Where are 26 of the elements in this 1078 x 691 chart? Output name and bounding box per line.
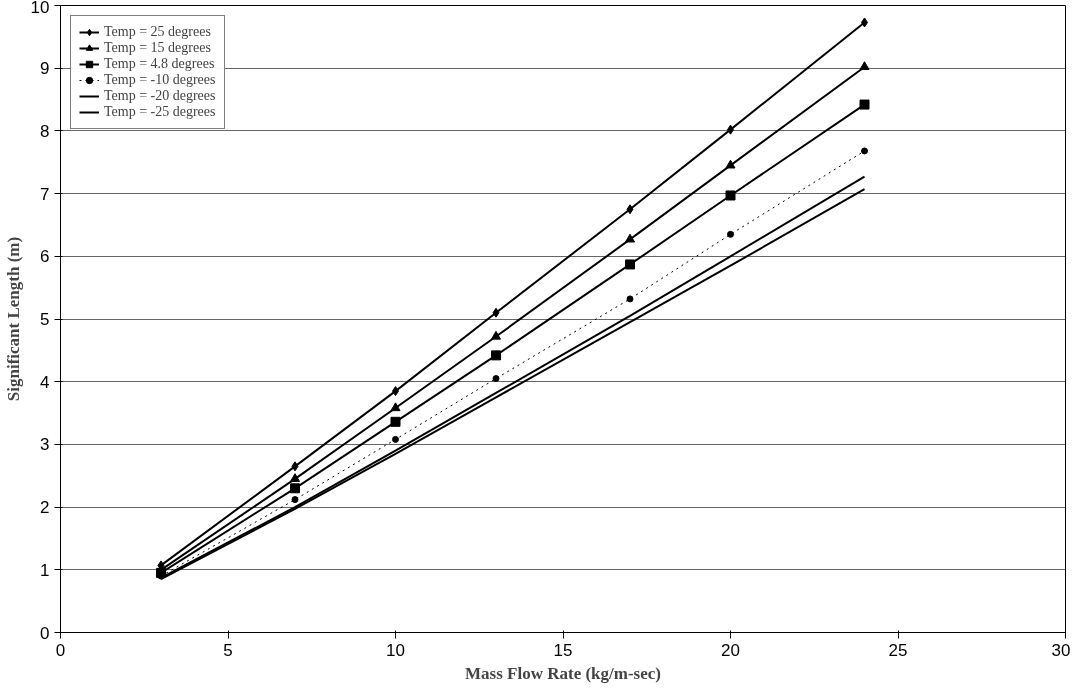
x-axis-title: Mass Flow Rate (kg/m-sec) (465, 663, 661, 683)
legend-label: Temp = -10 degrees (104, 72, 216, 88)
legend-label: Temp = 25 degrees (104, 24, 211, 40)
y-tick-label: 8 (40, 121, 50, 141)
y-tick-label: 0 (40, 623, 50, 643)
y-tick-label: 3 (40, 435, 50, 455)
y-tick-label: 2 (40, 498, 50, 518)
legend-label: Temp = 15 degrees (104, 40, 211, 56)
x-tick-label: 5 (223, 640, 233, 660)
y-tick-label: 1 (40, 560, 50, 580)
x-tick-label: 25 (888, 640, 908, 660)
y-tick-label: 5 (40, 310, 50, 329)
x-tick-label: 30 (1051, 640, 1071, 660)
y-tick-label: 7 (40, 184, 50, 204)
legend-label: Temp = 4.8 degrees (104, 56, 215, 72)
y-tick-label: 6 (40, 247, 50, 267)
y-tick-label: 10 (30, 0, 50, 17)
y-tick-label: 9 (40, 59, 50, 79)
y-tick-label: 4 (40, 372, 50, 392)
x-tick-label: 20 (721, 640, 740, 660)
legend-label: Temp = -25 degrees (104, 104, 216, 120)
y-axis-title: Significant Length (m) (3, 236, 23, 402)
legend-label: Temp = -20 degrees (104, 88, 216, 104)
x-tick-label: 10 (386, 640, 405, 660)
x-tick-label: 15 (553, 640, 573, 660)
x-tick-label: 0 (55, 640, 66, 660)
